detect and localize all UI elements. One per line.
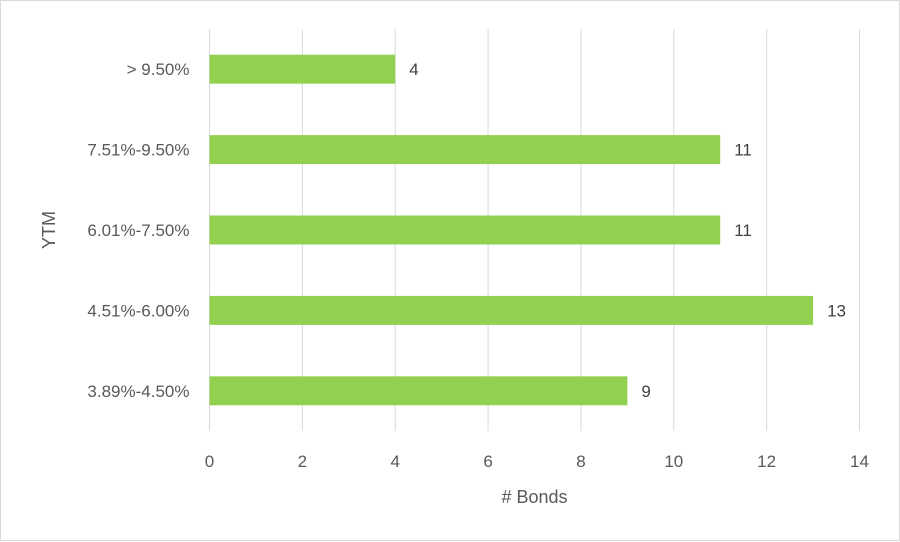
x-tick-label: 8 xyxy=(576,452,585,471)
bar-data-label: 4 xyxy=(409,60,418,79)
x-tick-label: 6 xyxy=(483,452,492,471)
y-category-label: 7.51%-9.50% xyxy=(87,141,189,160)
x-tick-label: 4 xyxy=(390,452,399,471)
bar xyxy=(209,54,396,84)
x-tick-label: 0 xyxy=(205,452,214,471)
y-category-label: 4.51%-6.00% xyxy=(87,301,189,320)
labels: 0 2 4 6 8 10 12 14 3.89%-4.50% 9 4.51%-6.00% 13 6.01… xyxy=(87,60,869,471)
bar-data-label: 13 xyxy=(827,301,846,320)
bar xyxy=(209,376,628,406)
y-category-label: 3.89%-4.50% xyxy=(87,382,189,401)
y-category-label: > 9.50% xyxy=(127,60,190,79)
bar-data-label: 11 xyxy=(734,141,752,160)
bar-data-label: 9 xyxy=(641,382,650,401)
x-tick-label: 12 xyxy=(757,452,776,471)
y-axis-title: YTM xyxy=(39,211,59,249)
bar xyxy=(209,295,814,325)
y-category-label: 6.01%-7.50% xyxy=(87,221,189,240)
bars xyxy=(209,54,814,406)
bar xyxy=(209,215,721,245)
x-tick-label: 14 xyxy=(850,452,869,471)
x-tick-label: 2 xyxy=(298,452,307,471)
x-axis-title: # Bonds xyxy=(501,487,567,507)
bar-data-label: 11 xyxy=(734,221,752,240)
bar xyxy=(209,135,721,165)
x-tick-label: 10 xyxy=(664,452,683,471)
